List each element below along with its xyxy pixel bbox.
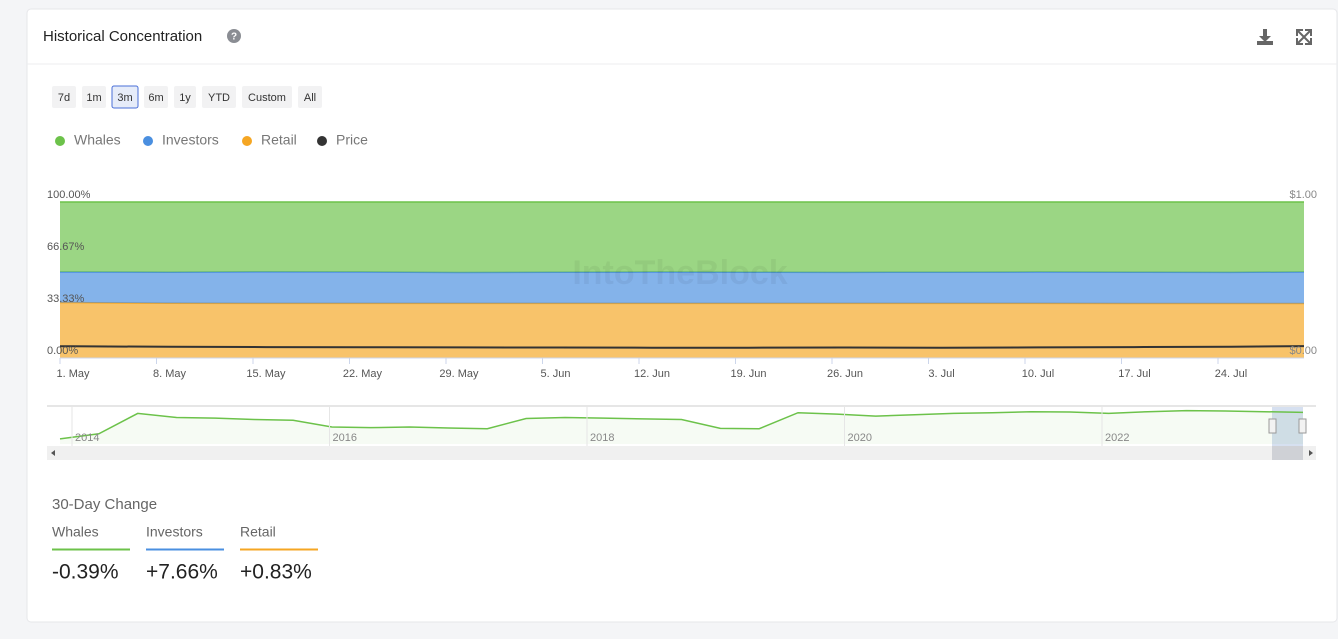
help-icon[interactable]: ?: [227, 29, 241, 43]
navigator-area: [60, 410, 1303, 444]
range-label[interactable]: 6m: [148, 92, 163, 104]
navigator-handle[interactable]: [1268, 418, 1277, 434]
scrollbar[interactable]: [47, 446, 1316, 460]
price-line: [60, 345, 1305, 349]
x-tick-label: 8. May: [153, 368, 187, 380]
range-label[interactable]: 7d: [58, 92, 70, 104]
navigator-label: 2014: [75, 432, 99, 444]
navigator-label: 2020: [848, 432, 872, 444]
x-tick-label: 22. May: [343, 368, 383, 380]
range-button[interactable]: [174, 86, 196, 108]
y-tick-label: 66.67%: [47, 241, 85, 253]
x-tick-label: 12. Jun: [634, 368, 670, 380]
range-button[interactable]: [242, 86, 292, 108]
change-value: +7.66%: [146, 561, 218, 584]
area: [60, 302, 1304, 358]
navigator-handle[interactable]: [1298, 418, 1307, 434]
legend-marker[interactable]: [242, 136, 252, 146]
area: [60, 202, 1304, 273]
legend-marker[interactable]: [317, 136, 327, 146]
navigator-line: [59, 409, 1304, 440]
download-icon[interactable]: [1257, 29, 1273, 45]
navigator-label: 2018: [590, 432, 614, 444]
y2-tick-label: $1.00: [1289, 189, 1317, 201]
change-name: Whales: [52, 524, 99, 540]
x-tick-label: 26. Jun: [827, 368, 863, 380]
range-button[interactable]: [298, 86, 322, 108]
range-label[interactable]: 1m: [86, 92, 101, 104]
y-tick-label: 33.33%: [47, 293, 85, 305]
y2-tick-label: $0.00: [1289, 345, 1317, 357]
range-label[interactable]: 1y: [179, 92, 191, 104]
navigator-label: 2022: [1105, 432, 1129, 444]
x-tick-label: 10. Jul: [1022, 368, 1054, 380]
change-value: +0.83%: [240, 561, 312, 584]
legend-label[interactable]: Retail: [261, 132, 297, 148]
legend-label[interactable]: Whales: [74, 132, 121, 148]
range-button[interactable]: [82, 86, 106, 108]
change-title: 30-Day Change: [52, 496, 157, 513]
x-tick-label: 3. Jul: [928, 368, 954, 380]
x-tick-label: 24. Jul: [1215, 368, 1247, 380]
y-tick-label: 0.00%: [47, 345, 78, 357]
y-tick-label: 100.00%: [47, 189, 91, 201]
legend-marker[interactable]: [143, 136, 153, 146]
x-tick-label: 19. Jun: [730, 368, 766, 380]
watermark: IntoTheBlock: [572, 254, 787, 292]
navigator-window[interactable]: [1272, 407, 1303, 446]
range-button[interactable]: [52, 86, 76, 108]
x-tick-label: 29. May: [439, 368, 479, 380]
change-value: -0.39%: [52, 561, 119, 584]
legend-marker[interactable]: [55, 136, 65, 146]
x-tick-label: 15. May: [246, 368, 286, 380]
title: Historical Concentration: [43, 28, 202, 45]
change-name: Retail: [240, 524, 276, 540]
x-tick-label: 1. May: [56, 368, 90, 380]
x-tick-label: 17. Jul: [1118, 368, 1150, 380]
x-tick-label: 5. Jun: [541, 368, 571, 380]
range-button[interactable]: [111, 85, 139, 109]
area: [60, 271, 1304, 304]
range-label[interactable]: All: [304, 92, 316, 104]
range-button[interactable]: [144, 86, 168, 108]
range-label[interactable]: 3m: [117, 92, 132, 104]
expand-icon[interactable]: [1296, 29, 1312, 45]
navigator-label: 2016: [333, 432, 357, 444]
scrollbar-thumb[interactable]: [1272, 446, 1303, 460]
range-label[interactable]: Custom: [248, 92, 286, 104]
svg-text:?: ?: [231, 32, 237, 43]
range-button[interactable]: [202, 86, 236, 108]
legend-label[interactable]: Investors: [162, 132, 219, 148]
range-label[interactable]: YTD: [208, 92, 230, 104]
change-name: Investors: [146, 524, 203, 540]
legend-label[interactable]: Price: [336, 132, 368, 148]
